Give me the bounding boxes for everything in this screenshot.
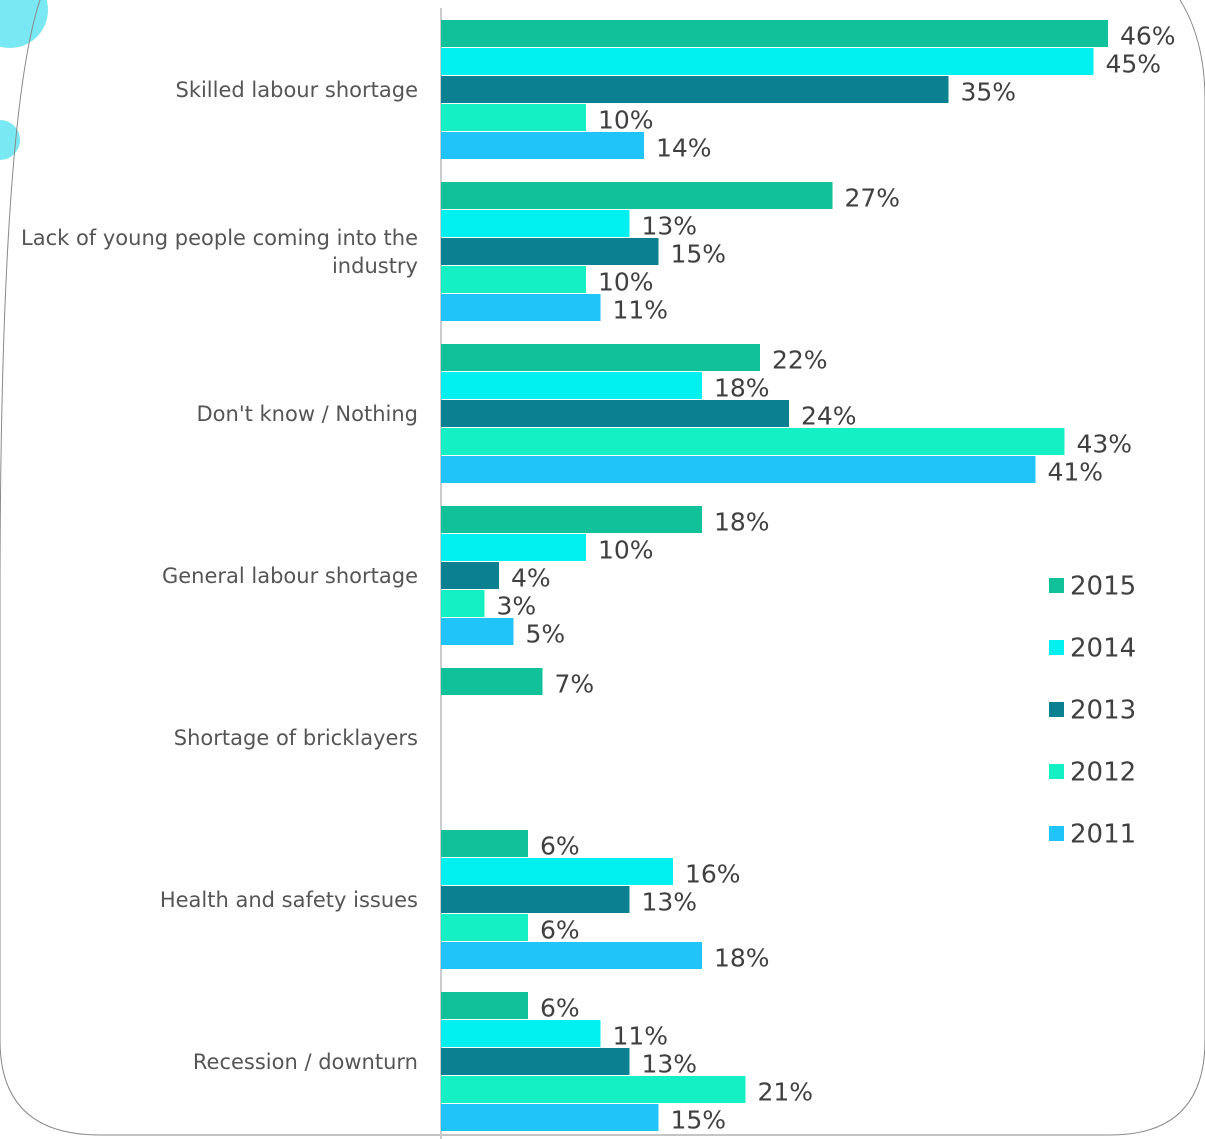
bar — [441, 914, 528, 941]
bar — [441, 104, 586, 131]
value-label: 45% — [1106, 50, 1162, 79]
bar — [441, 294, 601, 321]
value-label: 11% — [613, 296, 669, 325]
legend-label: 2012 — [1070, 758, 1136, 788]
value-label: 13% — [642, 888, 698, 917]
value-label: 35% — [961, 78, 1017, 107]
bar — [441, 48, 1094, 75]
category-label: Health and safety issues — [159, 888, 418, 912]
legend-swatch — [1049, 702, 1064, 717]
value-label: 13% — [642, 212, 698, 241]
bar — [441, 76, 949, 103]
value-label: 10% — [598, 536, 654, 565]
value-label: 11% — [613, 1022, 669, 1051]
category-label: Recession / downturn — [192, 1050, 418, 1074]
bar — [441, 1020, 601, 1047]
bar — [441, 210, 630, 237]
bar — [441, 830, 528, 857]
decor-circle — [0, 0, 48, 48]
bar — [441, 428, 1065, 455]
legend-swatch — [1049, 764, 1064, 779]
value-label: 3% — [497, 592, 537, 621]
value-label: 43% — [1077, 430, 1133, 459]
value-label: 6% — [540, 994, 580, 1023]
legend-label: 2014 — [1070, 634, 1136, 664]
value-label: 15% — [671, 1106, 727, 1135]
bar — [441, 20, 1108, 47]
bar — [441, 132, 644, 159]
category-label: General labour shortage — [161, 564, 418, 588]
value-label: 6% — [540, 832, 580, 861]
bar — [441, 238, 659, 265]
category-label: Skilled labour shortage — [175, 78, 418, 102]
category-label: Lack of young people coming into the ind… — [21, 226, 418, 278]
value-label: 21% — [758, 1078, 814, 1107]
value-label: 18% — [714, 508, 770, 537]
bar — [441, 266, 586, 293]
value-label: 46% — [1120, 22, 1176, 51]
bar — [441, 992, 528, 1019]
bar — [441, 372, 702, 399]
value-label: 14% — [656, 134, 712, 163]
legend-label: 2015 — [1070, 572, 1136, 602]
bar — [441, 1076, 746, 1103]
category-label: Shortage of bricklayers — [173, 726, 418, 750]
bar — [441, 344, 760, 371]
value-label: 10% — [598, 268, 654, 297]
category-label: Don't know / Nothing — [196, 402, 418, 426]
legend-swatch — [1049, 826, 1064, 841]
bar — [441, 618, 514, 645]
value-label: 13% — [642, 1050, 698, 1079]
value-label: 24% — [801, 402, 857, 431]
value-label: 15% — [671, 240, 727, 269]
bar — [441, 562, 499, 589]
legend-swatch — [1049, 578, 1064, 593]
value-label: 41% — [1048, 458, 1104, 487]
bar — [441, 182, 833, 209]
bar — [441, 1104, 659, 1131]
value-label: 4% — [511, 564, 551, 593]
bar — [441, 1048, 630, 1075]
bar — [441, 534, 586, 561]
bar — [441, 590, 485, 617]
value-label: 22% — [772, 346, 828, 375]
bar — [441, 456, 1036, 483]
bar — [441, 400, 789, 427]
bar — [441, 858, 673, 885]
value-label: 5% — [526, 620, 566, 649]
bar — [441, 886, 630, 913]
legend-label: 2011 — [1070, 820, 1136, 850]
legend-swatch — [1049, 640, 1064, 655]
value-label: 10% — [598, 106, 654, 135]
value-label: 6% — [540, 916, 580, 945]
bar — [441, 942, 702, 969]
bar — [441, 668, 543, 695]
legend-label: 2013 — [1070, 696, 1136, 726]
bar — [441, 506, 702, 533]
value-label: 27% — [845, 184, 901, 213]
value-label: 16% — [685, 860, 741, 889]
value-label: 18% — [714, 374, 770, 403]
value-label: 18% — [714, 944, 770, 973]
value-label: 7% — [555, 670, 595, 699]
